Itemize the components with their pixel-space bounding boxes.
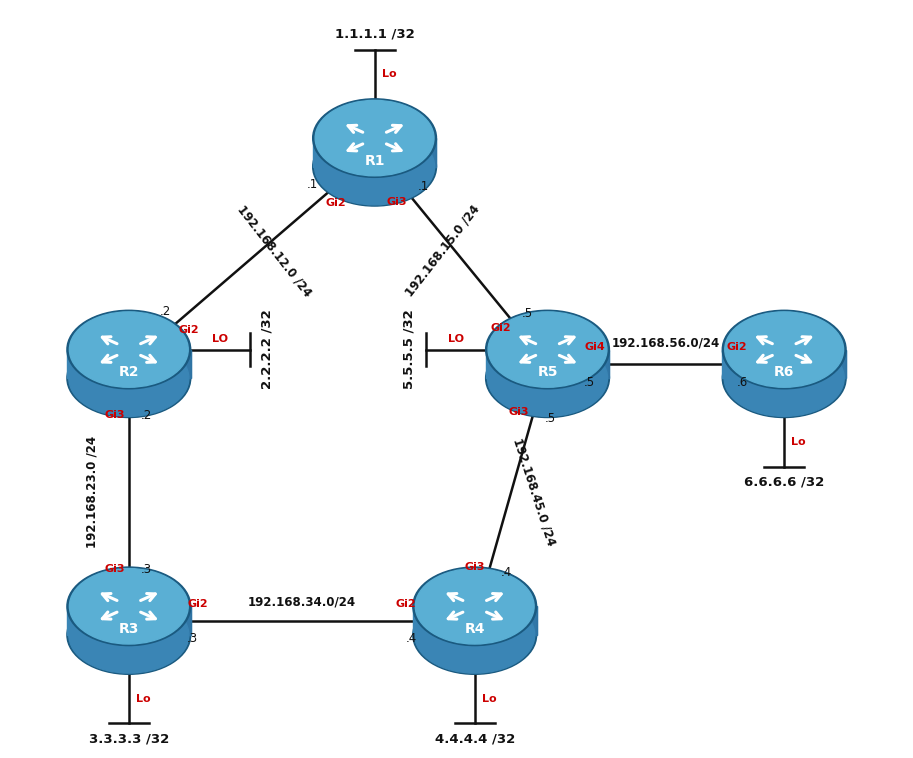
Text: .2: .2 — [160, 305, 171, 318]
Ellipse shape — [312, 127, 436, 206]
Text: R3: R3 — [119, 622, 139, 636]
Text: LO: LO — [448, 334, 464, 343]
Polygon shape — [415, 138, 436, 167]
Polygon shape — [67, 606, 191, 635]
Text: Gi3: Gi3 — [104, 410, 124, 420]
Text: 192.168.45.0 /24: 192.168.45.0 /24 — [510, 437, 558, 548]
Polygon shape — [722, 349, 846, 378]
Ellipse shape — [67, 596, 191, 675]
Ellipse shape — [413, 596, 537, 675]
Text: Gi2: Gi2 — [727, 342, 747, 352]
Ellipse shape — [722, 310, 846, 389]
Polygon shape — [312, 138, 436, 167]
Text: .5: .5 — [583, 375, 595, 389]
Text: 6.6.6.6 /32: 6.6.6.6 /32 — [744, 476, 824, 489]
Polygon shape — [824, 349, 846, 378]
Ellipse shape — [315, 129, 435, 205]
Text: .3: .3 — [141, 563, 152, 576]
Ellipse shape — [312, 99, 436, 177]
Text: .2: .2 — [141, 409, 152, 421]
Ellipse shape — [69, 312, 188, 387]
Text: Gi2: Gi2 — [326, 198, 346, 208]
Text: R5: R5 — [537, 365, 558, 379]
Polygon shape — [486, 349, 609, 378]
Text: Lo: Lo — [482, 694, 497, 704]
Ellipse shape — [722, 339, 846, 418]
Ellipse shape — [413, 567, 537, 646]
Text: Gi3: Gi3 — [465, 562, 486, 572]
Text: Lo: Lo — [136, 694, 151, 704]
Polygon shape — [413, 606, 537, 635]
Ellipse shape — [486, 310, 609, 389]
Text: Gi2: Gi2 — [188, 599, 208, 609]
Text: R1: R1 — [364, 154, 385, 168]
Text: R6: R6 — [774, 365, 794, 379]
Text: 3.3.3.3 /32: 3.3.3.3 /32 — [89, 732, 169, 745]
Text: Gi2: Gi2 — [490, 324, 511, 334]
Text: Gi4: Gi4 — [584, 342, 605, 352]
Ellipse shape — [415, 597, 535, 673]
Text: R4: R4 — [465, 622, 485, 636]
Ellipse shape — [488, 340, 607, 416]
Text: 2.2.2.2 /32: 2.2.2.2 /32 — [261, 310, 274, 390]
Text: .1: .1 — [307, 178, 319, 191]
Text: 1.1.1.1 /32: 1.1.1.1 /32 — [335, 27, 415, 41]
Ellipse shape — [67, 339, 191, 418]
Text: 5.5.5.5 /32: 5.5.5.5 /32 — [403, 310, 415, 390]
Ellipse shape — [67, 567, 191, 646]
Text: Gi3: Gi3 — [387, 196, 407, 206]
Ellipse shape — [415, 568, 534, 644]
Ellipse shape — [486, 339, 609, 418]
Text: .4: .4 — [405, 632, 416, 645]
Text: .4: .4 — [500, 566, 512, 579]
Text: 192.168.56.0/24: 192.168.56.0/24 — [612, 337, 720, 349]
Text: R2: R2 — [119, 365, 139, 379]
Text: Lo: Lo — [382, 69, 396, 80]
Ellipse shape — [488, 312, 607, 387]
Ellipse shape — [725, 312, 844, 387]
Polygon shape — [169, 606, 191, 635]
Text: LO: LO — [213, 334, 228, 343]
Text: 4.4.4.4 /32: 4.4.4.4 /32 — [435, 732, 515, 745]
Text: .3: .3 — [187, 632, 198, 645]
Ellipse shape — [69, 568, 188, 644]
Text: .5: .5 — [522, 307, 533, 320]
Text: 192.168.23.0 /24: 192.168.23.0 /24 — [86, 436, 99, 548]
Text: Gi3: Gi3 — [509, 408, 529, 418]
Ellipse shape — [67, 310, 191, 389]
Ellipse shape — [724, 340, 845, 416]
Text: 192.168.15.0 /24: 192.168.15.0 /24 — [404, 202, 483, 299]
Text: Lo: Lo — [792, 437, 806, 447]
Ellipse shape — [315, 100, 434, 176]
Text: 192.168.12.0 /24: 192.168.12.0 /24 — [235, 202, 314, 299]
Text: Gi2: Gi2 — [178, 325, 199, 335]
Polygon shape — [169, 349, 191, 378]
Polygon shape — [67, 349, 191, 378]
Polygon shape — [515, 606, 537, 635]
Text: .5: .5 — [544, 412, 555, 425]
Ellipse shape — [68, 597, 189, 673]
Text: .1: .1 — [418, 180, 429, 193]
Ellipse shape — [68, 340, 189, 416]
Text: Gi3: Gi3 — [104, 564, 124, 575]
Text: 192.168.34.0/24: 192.168.34.0/24 — [247, 595, 356, 608]
Polygon shape — [588, 349, 609, 378]
Text: .6: .6 — [737, 375, 748, 389]
Text: Gi2: Gi2 — [395, 599, 415, 609]
